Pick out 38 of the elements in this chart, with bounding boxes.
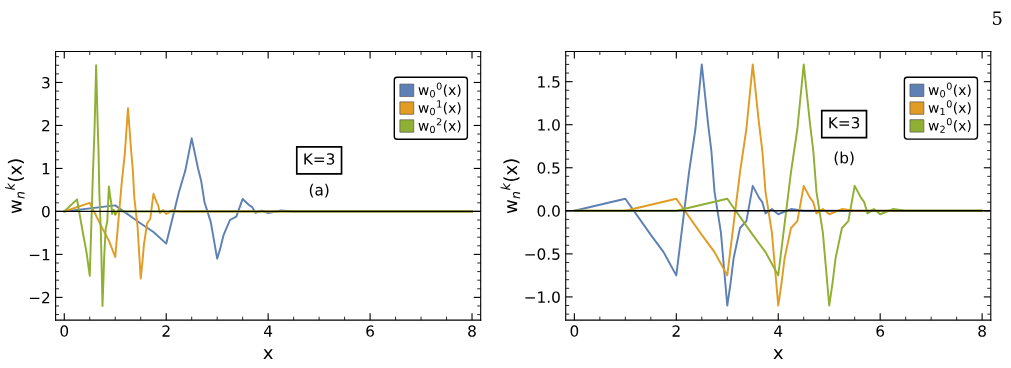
x-tick-label: 2 [672,325,680,337]
annotation: K=3 [304,153,335,165]
y-tick-label: 1.0 [538,119,560,131]
legend-label: w$_{0}$$^{1}$(x) [418,100,461,116]
legend-label: w$_{0}$$^{0}$(x) [418,82,461,98]
legend-label: w$_{2}$$^{0}$(x) [928,117,971,133]
legend-label: w$_{0}$$^{0}$(x) [928,82,971,98]
y-tick-label: 0.0 [537,205,560,217]
y-axis-title: w$_{n}$$^{k}$(x) [500,159,521,214]
y-tick-label: −1 [29,249,50,261]
x-tick-label: 4 [774,325,783,337]
x-tick-label: 2 [162,325,170,337]
y-tick-label: −1.0 [525,291,560,303]
y-tick-label: 1.5 [538,76,560,88]
x-tick-label: 6 [876,325,885,337]
annotation: K=3 [829,116,860,129]
line-series [63,64,473,307]
annotation: (b) [834,151,854,166]
x-tick-label: 6 [366,325,374,337]
x-axis-title: x [773,349,783,360]
y-tick-label: 1 [42,163,50,175]
y-tick-label: −0.5 [525,248,560,260]
y-tick-label: 0.5 [537,162,560,174]
x-axis-title: x [263,349,273,360]
y-tick-label: 3 [42,76,50,89]
x-tick-label: 8 [468,325,476,337]
y-axis-title: w$_{n}$$^{k}$(x) [5,159,25,214]
y-tick-label: 0 [42,205,50,218]
y-tick-label: 2 [42,119,50,132]
legend-label: w$_{1}$$^{0}$(x) [928,100,971,116]
x-tick-label: 0 [570,325,579,337]
legend-label: w$_{0}$$^{2}$(x) [418,118,461,134]
x-tick-label: 8 [978,325,986,337]
text: 5 [992,11,1002,26]
annotation: (a) [309,183,329,198]
x-tick-label: 0 [60,325,69,337]
y-tick-label: −2 [29,291,50,304]
x-tick-label: 4 [264,325,273,337]
